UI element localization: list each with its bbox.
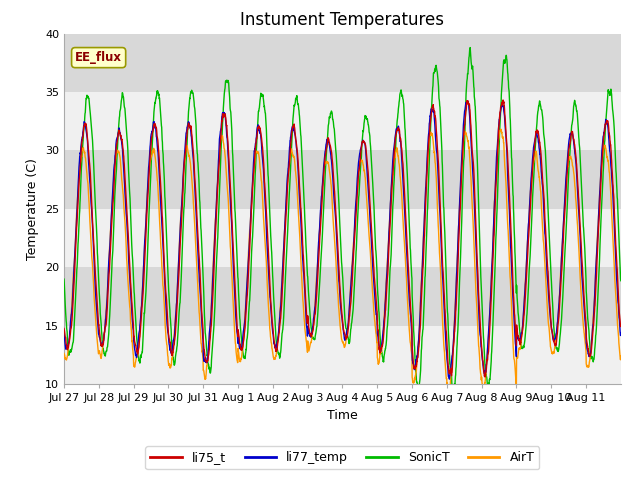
SonicT bbox=[449, 390, 457, 396]
SonicT bbox=[116, 113, 124, 119]
li75_t bbox=[481, 374, 489, 380]
SonicT bbox=[511, 232, 518, 238]
AirT bbox=[609, 243, 617, 249]
Text: EE_flux: EE_flux bbox=[75, 51, 122, 64]
SonicT bbox=[60, 276, 68, 282]
SonicT bbox=[617, 278, 625, 284]
Line: li75_t: li75_t bbox=[64, 100, 621, 377]
li77_temp bbox=[116, 129, 124, 134]
SonicT bbox=[542, 159, 550, 165]
X-axis label: Time: Time bbox=[327, 408, 358, 421]
AirT bbox=[376, 354, 383, 360]
li77_temp bbox=[511, 324, 518, 330]
AirT bbox=[617, 353, 625, 359]
li77_temp bbox=[60, 330, 68, 336]
Title: Instument Temperatures: Instument Temperatures bbox=[241, 11, 444, 29]
Bar bbox=[64, 325, 621, 384]
li75_t bbox=[542, 234, 550, 240]
li77_temp bbox=[617, 330, 625, 336]
Legend: li75_t, li77_temp, SonicT, AirT: li75_t, li77_temp, SonicT, AirT bbox=[145, 446, 540, 469]
AirT bbox=[60, 350, 68, 356]
AirT bbox=[511, 357, 518, 363]
Bar bbox=[64, 92, 621, 150]
Line: AirT: AirT bbox=[64, 129, 621, 392]
Bar bbox=[64, 209, 621, 267]
li75_t bbox=[116, 129, 124, 135]
li75_t bbox=[60, 325, 68, 331]
Bar bbox=[64, 150, 621, 209]
li75_t bbox=[617, 322, 625, 328]
Y-axis label: Temperature (C): Temperature (C) bbox=[26, 158, 40, 260]
SonicT bbox=[467, 45, 474, 50]
AirT bbox=[542, 280, 550, 286]
SonicT bbox=[376, 328, 383, 334]
AirT bbox=[497, 126, 505, 132]
AirT bbox=[236, 359, 244, 364]
SonicT bbox=[236, 315, 244, 321]
Bar bbox=[64, 34, 621, 92]
Line: SonicT: SonicT bbox=[64, 48, 621, 393]
li75_t bbox=[609, 189, 617, 195]
li75_t bbox=[236, 341, 244, 347]
li75_t bbox=[499, 97, 507, 103]
AirT bbox=[116, 152, 124, 158]
AirT bbox=[479, 389, 487, 395]
li77_temp bbox=[542, 245, 550, 251]
li75_t bbox=[376, 348, 383, 353]
li77_temp bbox=[376, 349, 383, 355]
li77_temp bbox=[464, 98, 472, 104]
li77_temp bbox=[609, 201, 617, 207]
li77_temp bbox=[236, 346, 244, 351]
li75_t bbox=[511, 311, 518, 317]
SonicT bbox=[609, 113, 617, 119]
li77_temp bbox=[445, 376, 453, 382]
Line: li77_temp: li77_temp bbox=[64, 101, 621, 379]
Bar bbox=[64, 267, 621, 325]
